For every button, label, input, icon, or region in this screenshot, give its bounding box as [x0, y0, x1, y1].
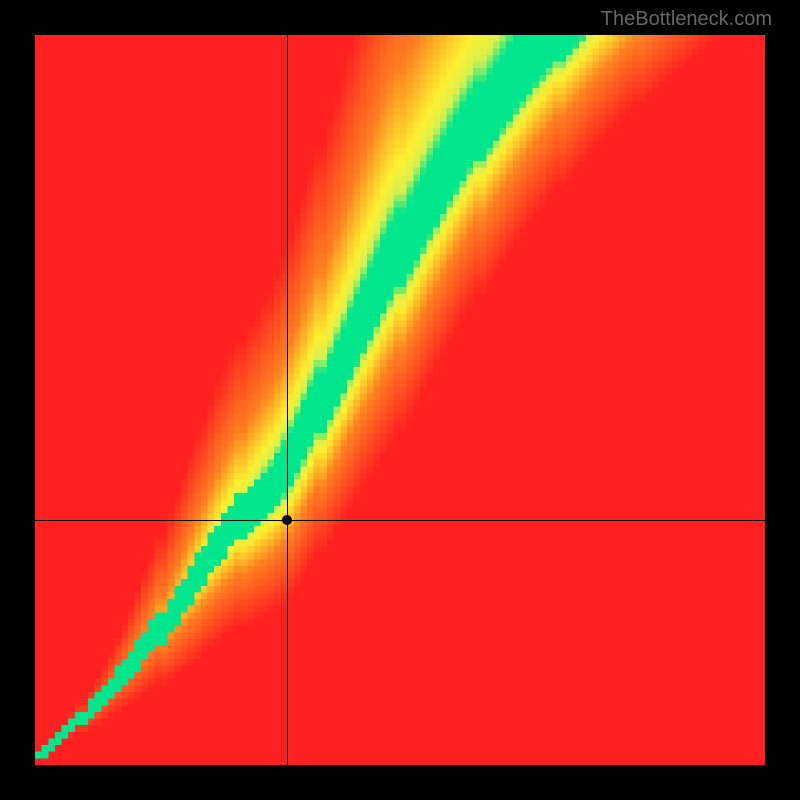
crosshair-vertical: [287, 35, 288, 765]
heatmap-canvas: [35, 35, 765, 765]
crosshair-marker: [282, 515, 292, 525]
heatmap-plot: [35, 35, 765, 765]
watermark-text: TheBottleneck.com: [601, 8, 772, 31]
crosshair-horizontal: [35, 520, 765, 521]
